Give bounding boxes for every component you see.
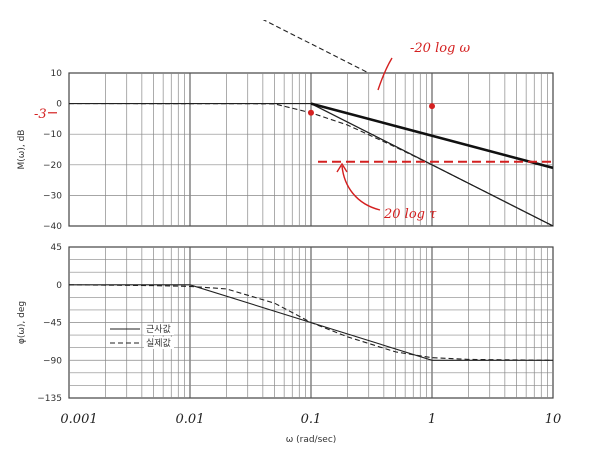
phase-ytick-label: 45	[51, 243, 62, 253]
legend-label-bg	[144, 323, 174, 335]
mag-series-4	[262, 20, 369, 74]
phase-series-1	[68, 284, 554, 361]
annotation-log-tau: 20 log τ	[383, 207, 437, 222]
magnitude-curves	[69, 20, 553, 226]
mag-ylabel: M(ω), dB	[17, 130, 27, 170]
axis-labels: 10 0 −10 −20 −30 −40 45 0 −45 −90 −135 0.001 0.01 0.1…	[17, 69, 561, 445]
phase-ylabel: φ(ω), deg	[17, 301, 27, 344]
mag-ytick-label: −30	[43, 191, 62, 201]
annotation-arrow	[377, 57, 393, 91]
phase-ytick-label: −45	[43, 319, 62, 329]
annotations: -20 log ω 20 log τ -3	[34, 41, 553, 222]
mag-series-2	[310, 103, 553, 226]
phase-ytick-label: 0	[56, 281, 62, 291]
legend-label-bg	[144, 337, 174, 349]
legend-label: 실제값	[146, 337, 171, 349]
phase-xtick-label: 0.1	[301, 412, 322, 427]
phase-xtick-label: 10	[545, 412, 562, 427]
mag-series-3	[310, 102, 553, 170]
phase-xlabel: ω (rad/sec)	[286, 435, 337, 445]
marker-dot	[308, 109, 314, 116]
mag-ytick-label: −40	[43, 222, 62, 232]
annotation-tau-arrowhead	[336, 162, 348, 173]
annotation-tau-arrow	[341, 165, 381, 211]
phase-xtick-label: 1	[428, 412, 436, 427]
phase-grid	[68, 246, 554, 399]
annotation-log-omega: -20 log ω	[410, 41, 471, 56]
mag-ytick-label: −20	[43, 161, 62, 171]
mag-ytick-label: 0	[56, 100, 62, 110]
phase-xtick-label: 0.01	[176, 412, 205, 427]
legend-label: 근사값	[146, 323, 171, 335]
annotation-minus3: -3	[34, 107, 47, 122]
phase-curves	[68, 284, 554, 361]
magnitude-grid	[68, 72, 554, 227]
phase-ytick-label: −135	[37, 394, 62, 404]
marker-dot	[429, 103, 435, 110]
phase-ytick-label: −90	[43, 356, 62, 366]
phase-xtick-label: 0.001	[60, 412, 97, 427]
mag-ytick-label: −10	[43, 130, 62, 140]
mag-ytick-label: 10	[51, 69, 63, 79]
